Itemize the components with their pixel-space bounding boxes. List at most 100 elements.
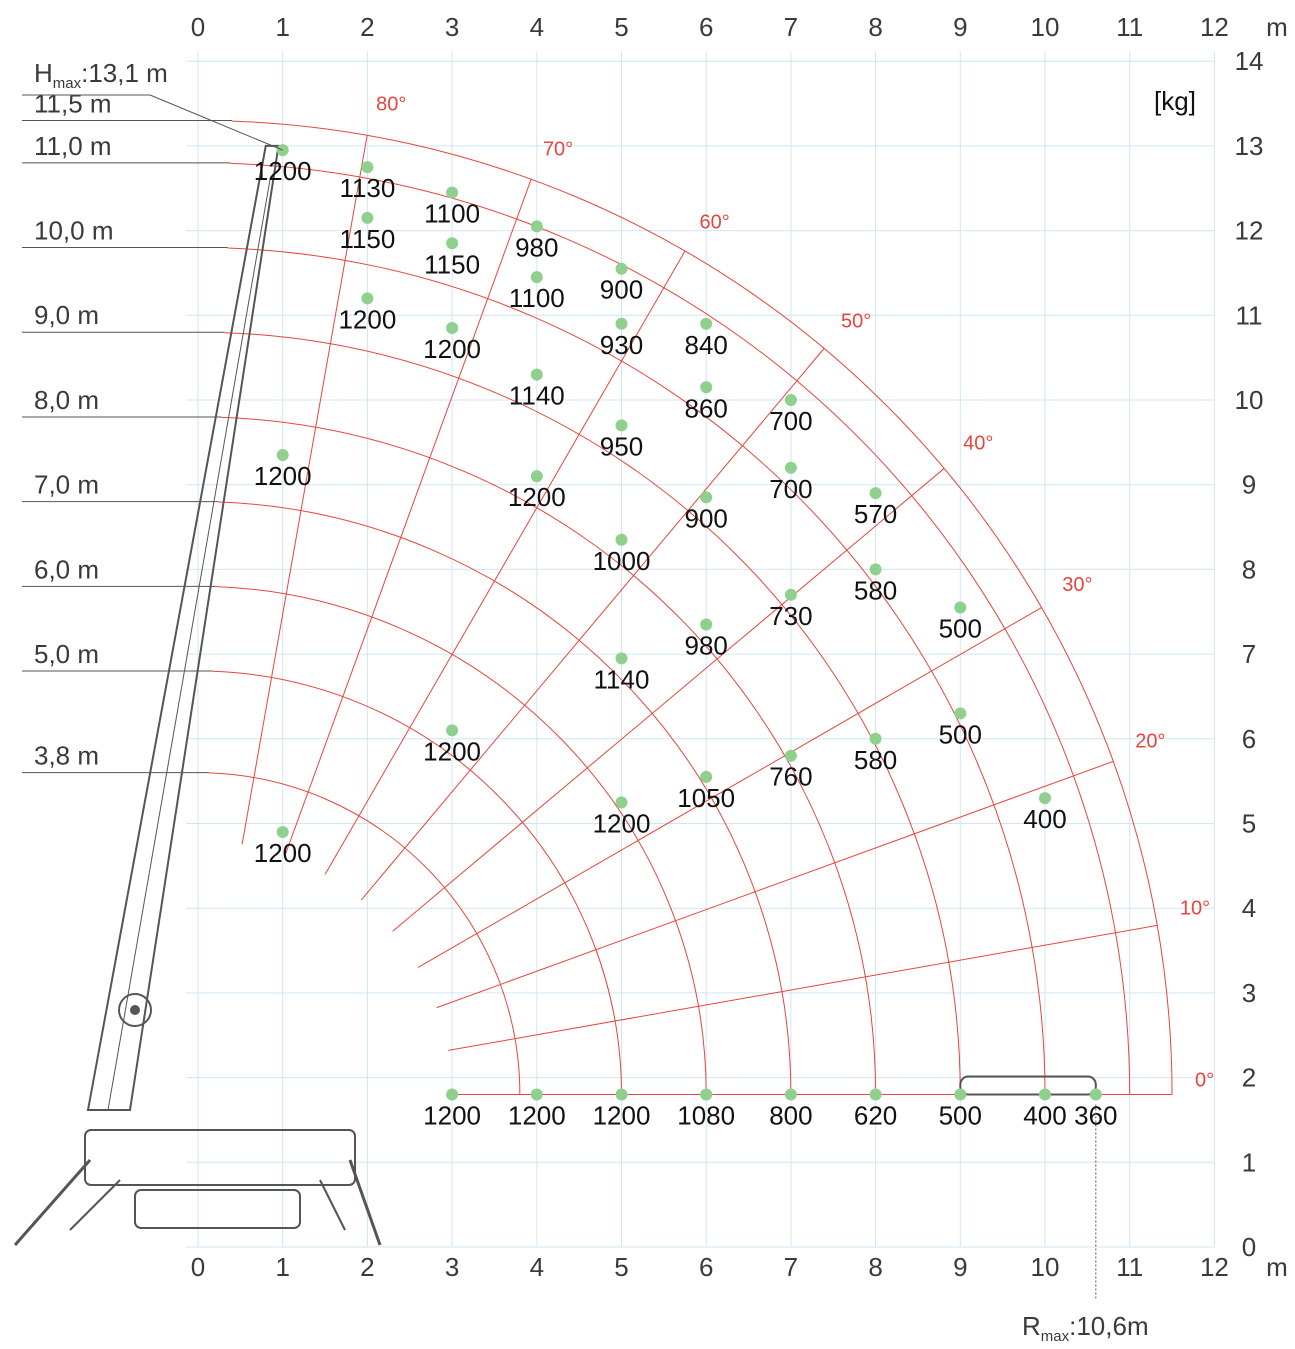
y-tick-12: 12 — [1235, 216, 1264, 246]
x-tick-top-5: 5 — [614, 12, 628, 42]
load-label-7: 570 — [854, 499, 897, 529]
load-label-20: 1140 — [509, 381, 565, 411]
load-label-42: 400 — [1023, 1101, 1066, 1131]
angle-label-60: 60° — [699, 211, 729, 233]
x-tick-top-0: 0 — [191, 12, 205, 42]
load-label-10: 1150 — [339, 224, 395, 254]
y-tick-11: 11 — [1236, 300, 1263, 330]
r-max-text: Rmax:10,6m — [1022, 1311, 1149, 1345]
x-tick-top-9: 9 — [953, 12, 967, 42]
load-label-28: 980 — [685, 630, 728, 660]
load-point-11 — [446, 237, 459, 250]
y-tick-10: 10 — [1235, 385, 1264, 415]
load-point-15 — [784, 461, 797, 474]
arc-90m — [224, 332, 961, 1095]
boom-length-label-110m: 11,0 m — [34, 131, 112, 161]
x-tick-bottom-0: 0 — [191, 1252, 205, 1282]
x-axis-top: 0 1 2 3 4 5 6 7 8 9 10 11 12 — [191, 12, 1229, 42]
crane-illustration — [13, 144, 1097, 1246]
load-label-1: 1130 — [339, 173, 395, 203]
load-label-32: 1200 — [423, 736, 481, 766]
load-label-21: 950 — [600, 431, 643, 461]
grid — [186, 51, 1215, 1248]
r-max-prefix: R — [1022, 1311, 1041, 1341]
y-tick-2: 2 — [1242, 1063, 1256, 1093]
angle-label-80: 80° — [376, 94, 406, 116]
load-point-16 — [869, 563, 882, 576]
boom-length-leaders: 11,5 m 11,0 m 10,0 m 9,0 m 8,0 m 7,0 m 6,0 m 5,… — [22, 88, 232, 774]
boom-length-label-38m: 3,8 m — [34, 741, 99, 771]
load-label-2: 1100 — [424, 198, 480, 228]
load-label-37: 1200 — [593, 1101, 651, 1131]
h-max-sub: max — [53, 75, 82, 92]
load-point-25 — [276, 449, 289, 462]
load-point-13 — [615, 317, 628, 330]
load-point-28 — [700, 618, 713, 631]
arc-50m — [212, 670, 622, 1095]
radial-50 — [360, 348, 825, 901]
load-point-30 — [615, 652, 628, 665]
load-label-29: 760 — [769, 762, 812, 792]
load-label-15: 700 — [769, 474, 812, 504]
x-tick-top-11: 11 — [1116, 12, 1143, 42]
boom-length-label-115m: 11,5 m — [34, 88, 112, 118]
outrigger-right-inner — [319, 1179, 346, 1231]
x-tick-top-7: 7 — [784, 12, 798, 42]
x-tick-top-8: 8 — [868, 12, 882, 42]
load-point-4 — [615, 262, 628, 275]
boom-length-label-100m: 10,0 m — [34, 216, 114, 246]
load-point-24 — [869, 732, 882, 745]
arc-80m — [221, 416, 877, 1095]
boom-length-arcs — [209, 120, 1173, 1095]
angle-label-30: 30° — [1062, 574, 1092, 596]
load-point-2 — [446, 186, 459, 199]
load-label-11: 1150 — [424, 249, 480, 279]
y-tick-0: 0 — [1242, 1232, 1256, 1262]
radial-30 — [417, 607, 1042, 968]
x-tick-bottom-12: 12 — [1200, 1252, 1229, 1282]
load-point-22 — [700, 491, 713, 504]
load-points — [276, 144, 1102, 1101]
outrigger-right — [348, 1159, 382, 1246]
x-tick-bottom-7: 7 — [784, 1252, 798, 1282]
load-point-37 — [615, 1088, 628, 1101]
load-label-39: 800 — [769, 1101, 812, 1131]
h-max-value: :13,1 m — [81, 58, 168, 88]
x-tick-bottom-2: 2 — [360, 1252, 374, 1282]
load-label-19: 1200 — [423, 334, 481, 364]
y-tick-5: 5 — [1242, 809, 1256, 839]
x-tick-bottom-1: 1 — [275, 1252, 289, 1282]
load-point-6 — [784, 394, 797, 406]
load-label-18: 1200 — [338, 304, 396, 334]
x-tick-top-6: 6 — [699, 12, 713, 42]
load-label-17: 500 — [939, 719, 982, 749]
y-tick-1: 1 — [1242, 1147, 1256, 1177]
boom — [86, 144, 280, 1111]
boom-rod — [107, 179, 271, 1111]
load-point-14 — [700, 381, 713, 394]
load-label-8: 500 — [939, 614, 982, 644]
x-axis-bottom: 0 1 2 3 4 5 6 7 8 9 10 11 12 — [191, 1252, 1229, 1282]
load-point-43 — [1089, 1088, 1102, 1101]
load-label-14: 860 — [685, 393, 728, 423]
y-tick-8: 8 — [1242, 554, 1256, 584]
load-point-10 — [361, 211, 374, 224]
load-label-40: 620 — [854, 1101, 897, 1131]
load-label-23: 730 — [769, 601, 812, 631]
arc-100m — [227, 247, 1046, 1095]
load-label-38: 1080 — [677, 1101, 735, 1131]
load-label-36: 1200 — [508, 1101, 566, 1131]
y-tick-13: 13 — [1235, 131, 1264, 161]
load-point-39 — [784, 1088, 797, 1101]
radial-20 — [436, 760, 1114, 1009]
x-tick-top-12: 12 — [1200, 12, 1229, 42]
load-point-31 — [700, 770, 713, 783]
load-label-22: 900 — [685, 503, 728, 533]
load-label-9: 400 — [1023, 804, 1066, 834]
load-point-21 — [615, 419, 628, 432]
r-max-sub: max — [1041, 1328, 1070, 1345]
h-max-prefix: H — [34, 58, 53, 88]
load-label-0: 1200 — [254, 156, 312, 186]
y-tick-3: 3 — [1242, 978, 1256, 1008]
